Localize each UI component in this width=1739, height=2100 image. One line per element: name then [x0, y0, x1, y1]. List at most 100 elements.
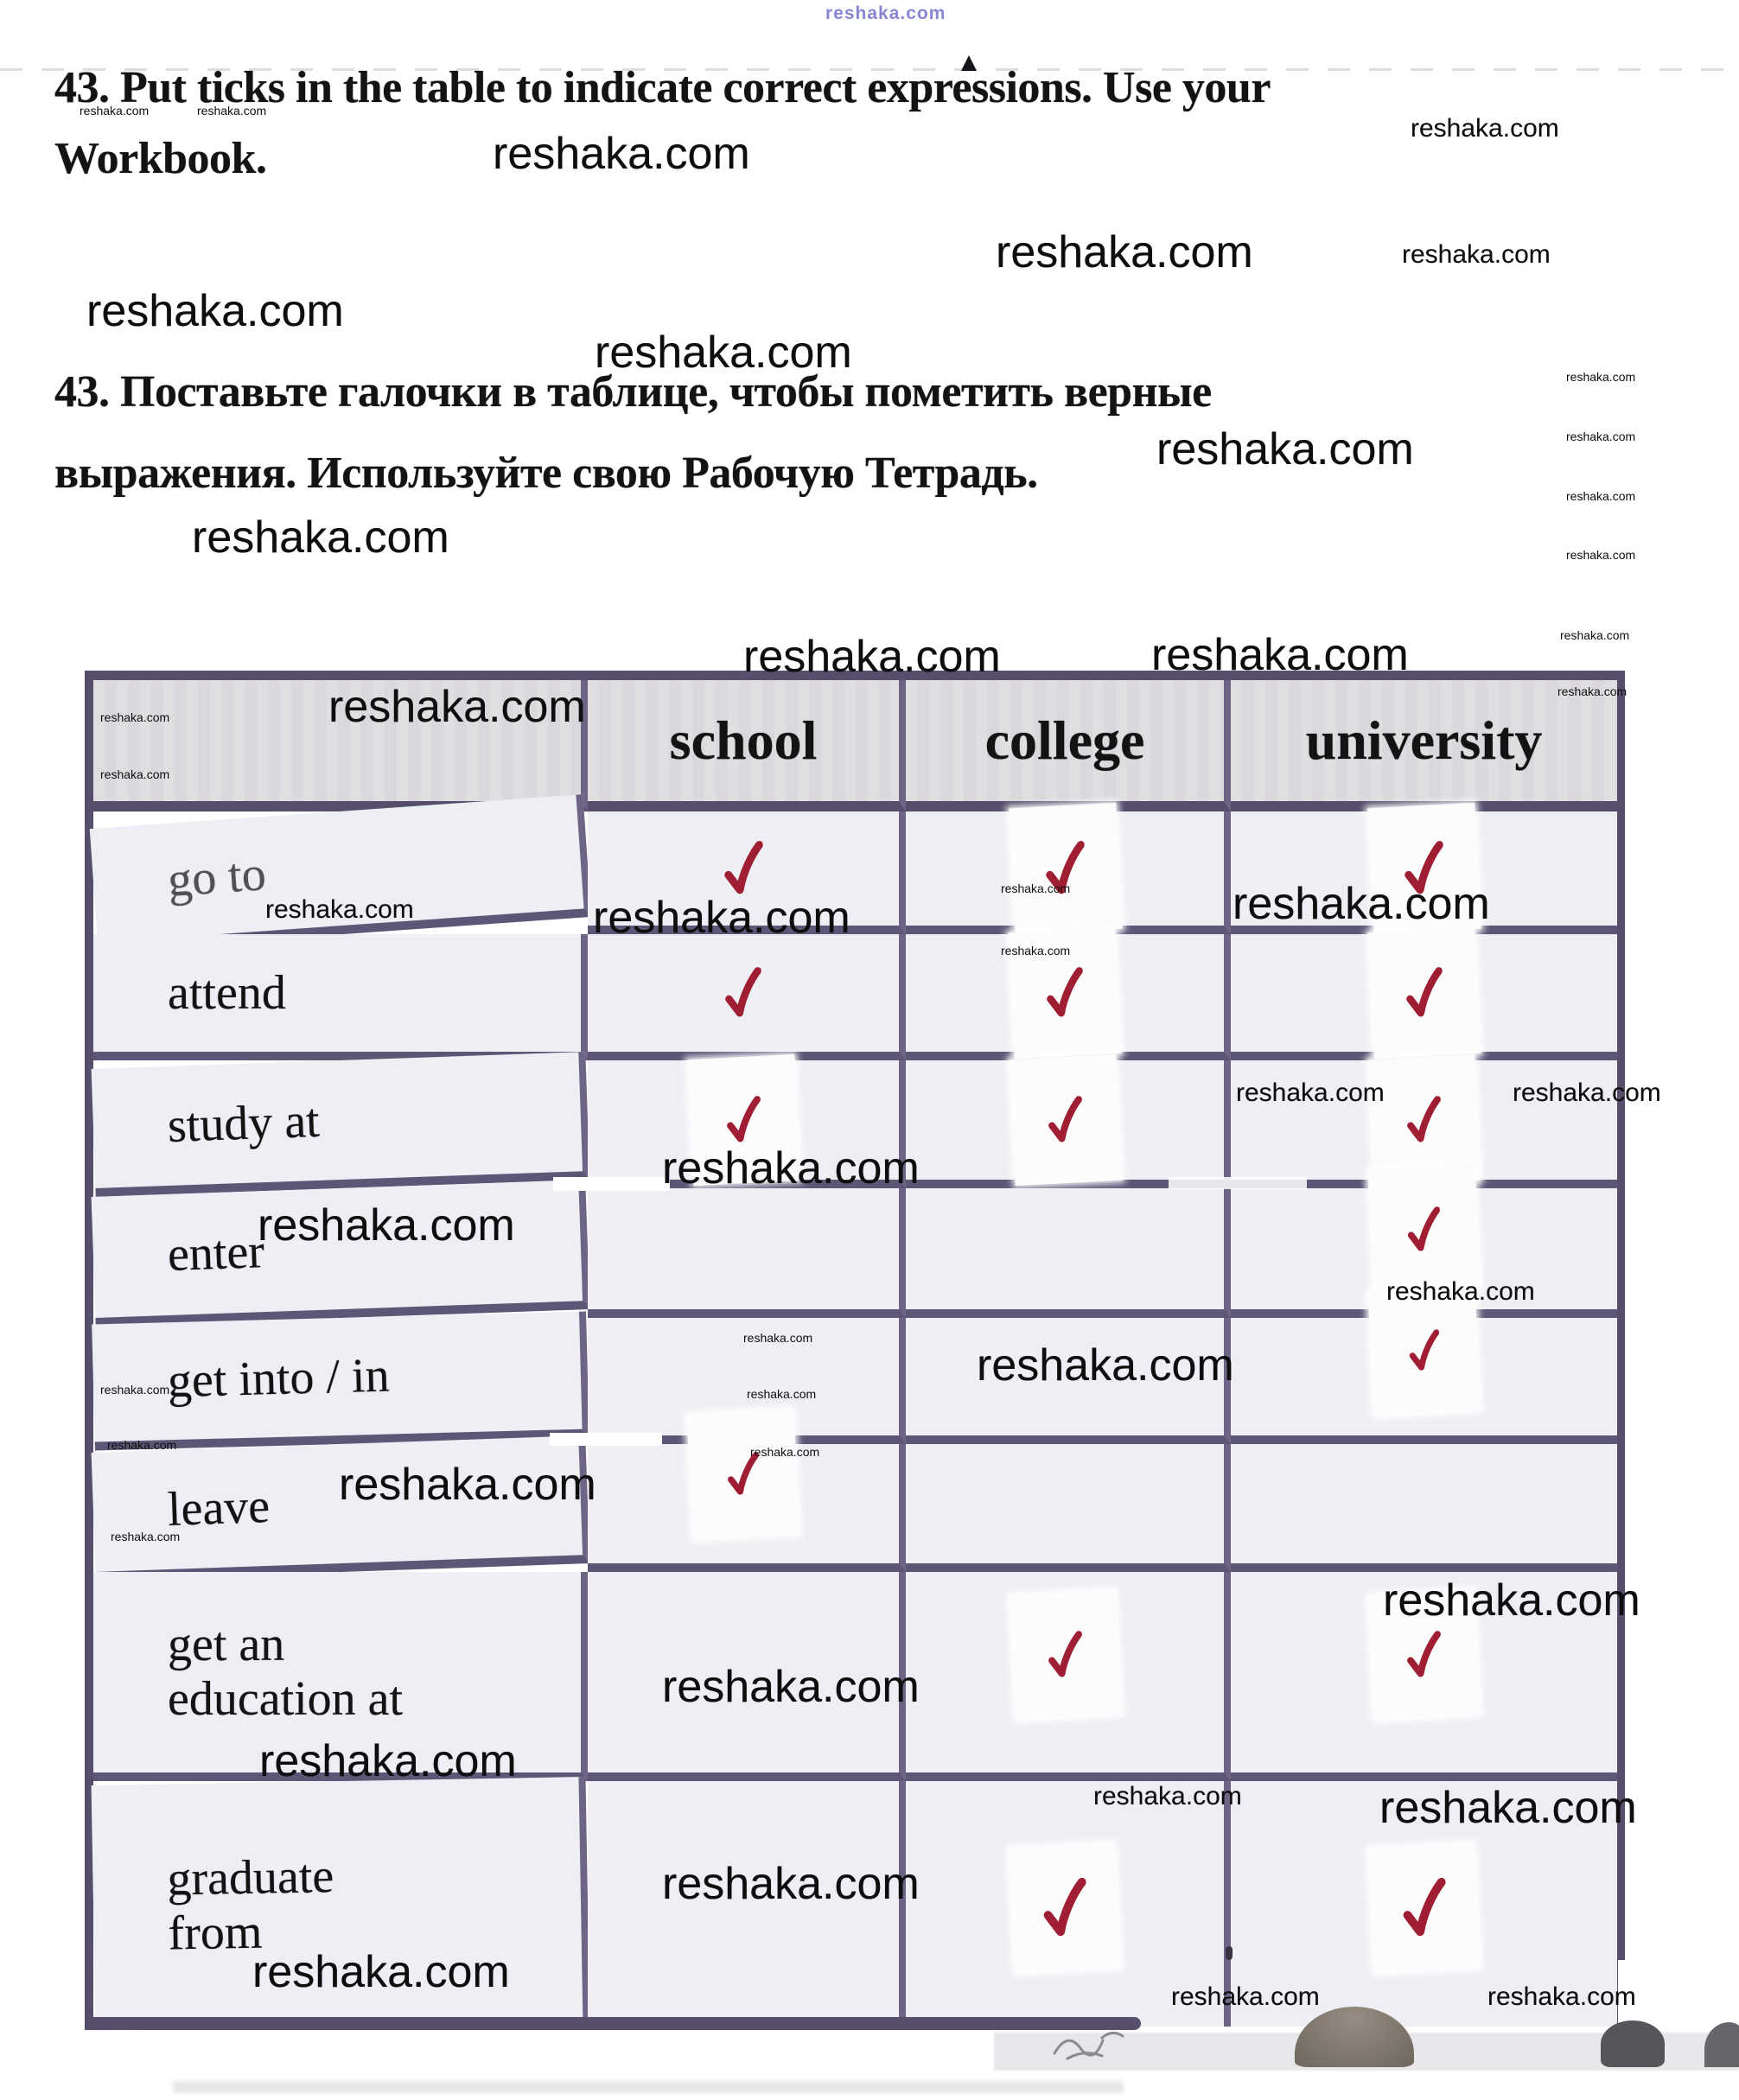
tick-icon — [1046, 1096, 1084, 1144]
col-header-university: university — [1231, 680, 1617, 811]
tick-icon — [1405, 1096, 1443, 1144]
cell-go-to-university — [1231, 802, 1617, 935]
row-label-line: leave — [166, 1479, 271, 1537]
tick-mark — [1366, 1053, 1481, 1187]
watermark: reshaka.com — [996, 227, 1253, 277]
cell-enter-college — [906, 1188, 1231, 1318]
tick-icon — [723, 967, 764, 1019]
tick-mark — [1366, 926, 1481, 1060]
tick-mark — [686, 1053, 800, 1187]
tick-icon — [1407, 1329, 1440, 1372]
cell-get-an-education-at-university — [1231, 1572, 1617, 1781]
row-label-graduate-from: graduate from — [91, 1777, 590, 2031]
row-label-line: go to — [165, 846, 268, 907]
cell-leave-school — [588, 1408, 906, 1572]
tick-mark — [1008, 926, 1122, 1060]
cell-study-at-college — [906, 1053, 1231, 1188]
tick-mark — [686, 1408, 800, 1541]
tick-icon — [1404, 967, 1444, 1019]
row-label-line: graduate — [166, 1849, 334, 1906]
row-label-line: education at — [168, 1672, 404, 1726]
tick-icon — [1406, 1206, 1443, 1253]
col-header-college: college — [906, 680, 1231, 811]
tick-mark — [1366, 1588, 1481, 1721]
row-label-leave: leave — [91, 1435, 590, 1581]
cell-graduate-from-school — [588, 1781, 906, 2027]
cell-attend-university — [1231, 926, 1617, 1060]
row-label-line: get an — [168, 1618, 285, 1672]
tick-icon — [1400, 1877, 1448, 1939]
exercise-instruction-en-line2: Workbook. — [54, 134, 267, 183]
tick-mark — [1366, 1842, 1481, 1975]
exercise-instruction-en-line1: 43. Put ticks in the table to indicate c… — [54, 63, 1271, 112]
row-label-line: study at — [166, 1093, 321, 1153]
col-header-empty — [93, 680, 588, 811]
watermark: reshaka.com — [1566, 489, 1636, 503]
faded-line-gap — [550, 1433, 662, 1446]
watermark: reshaka.com — [1411, 114, 1559, 143]
row-label-line: attend — [168, 965, 286, 1020]
tick-icon — [1045, 967, 1086, 1019]
expressions-table: school college university go to attend study … — [85, 671, 1625, 2031]
watermark: reshaka.com — [1156, 424, 1414, 474]
watermark: reshaka.com — [1566, 548, 1636, 562]
tick-icon — [722, 841, 765, 896]
tick-mark — [1008, 1842, 1122, 1975]
cell-get-into-in-college — [906, 1318, 1231, 1444]
tick-icon — [724, 1096, 762, 1144]
cell-get-an-education-at-college — [906, 1572, 1231, 1781]
cell-leave-university — [1231, 1444, 1617, 1572]
scan-artifact-line — [0, 68, 1739, 71]
cell-leave-college — [906, 1444, 1231, 1572]
watermark: reshaka.com — [1560, 628, 1630, 642]
scan-smudge — [173, 2081, 1124, 2093]
row-label-line: from — [168, 1905, 263, 1961]
cell-attend-school — [588, 934, 906, 1060]
faded-line-gap — [1169, 1177, 1307, 1189]
cell-enter-school — [588, 1188, 906, 1318]
tick-icon — [1405, 1631, 1443, 1679]
tick-icon — [1041, 1877, 1088, 1939]
tick-mark — [722, 841, 765, 896]
photo-head-2 — [1601, 2020, 1665, 2067]
cell-get-an-education-at-school — [588, 1572, 906, 1781]
tick-mark — [723, 967, 764, 1019]
watermark: reshaka.com — [493, 129, 750, 179]
row-label-line: get into / in — [167, 1348, 391, 1408]
watermark: reshaka.com — [192, 512, 449, 563]
exercise-instruction-ru-line1: 43. Поставьте галочки в таблице, чтобы п… — [54, 367, 1212, 417]
watermark: reshaka.com — [1402, 240, 1551, 269]
tick-icon — [1043, 841, 1086, 896]
tick-mark — [1366, 1163, 1481, 1296]
cell-graduate-from-university — [1231, 1781, 1617, 2027]
row-label-enter: enter — [91, 1180, 590, 1327]
tick-icon — [726, 1452, 761, 1497]
tick-mark — [1366, 1284, 1481, 1417]
cell-graduate-from-college — [906, 1781, 1231, 2027]
watermark: reshaka.com — [1566, 430, 1636, 443]
faded-border-gap — [1618, 1960, 1637, 2029]
col-header-school: school — [588, 680, 906, 811]
faded-line-gap — [553, 1177, 670, 1191]
watermark: reshaka.com — [825, 3, 946, 23]
row-label-get-into-in: get into / in — [92, 1311, 589, 1451]
exercise-instruction-ru-line2: выражения. Используйте свою Рабочую Тетр… — [54, 449, 1038, 498]
watermark: reshaka.com — [86, 286, 344, 336]
row-label-line: enter — [166, 1224, 265, 1282]
cell-get-into-in-university — [1231, 1284, 1617, 1444]
tick-mark — [1008, 802, 1122, 935]
cell-go-to-school — [588, 811, 906, 934]
scan-artifact-triangle — [961, 55, 977, 71]
table-bottom-border — [85, 2017, 1141, 2030]
photo-head-3 — [1704, 2022, 1739, 2067]
cell-attend-college — [906, 926, 1231, 1060]
row-label-attend: attend — [93, 934, 588, 1060]
tick-mark — [1008, 1588, 1122, 1721]
row-label-get-an-education-at: get an education at — [93, 1572, 588, 1781]
scan-speck — [1226, 1946, 1233, 1960]
tick-mark — [1008, 1053, 1122, 1187]
cell-go-to-college — [906, 802, 1231, 935]
tick-icon — [1402, 841, 1445, 896]
watermark: reshaka.com — [1566, 370, 1636, 384]
